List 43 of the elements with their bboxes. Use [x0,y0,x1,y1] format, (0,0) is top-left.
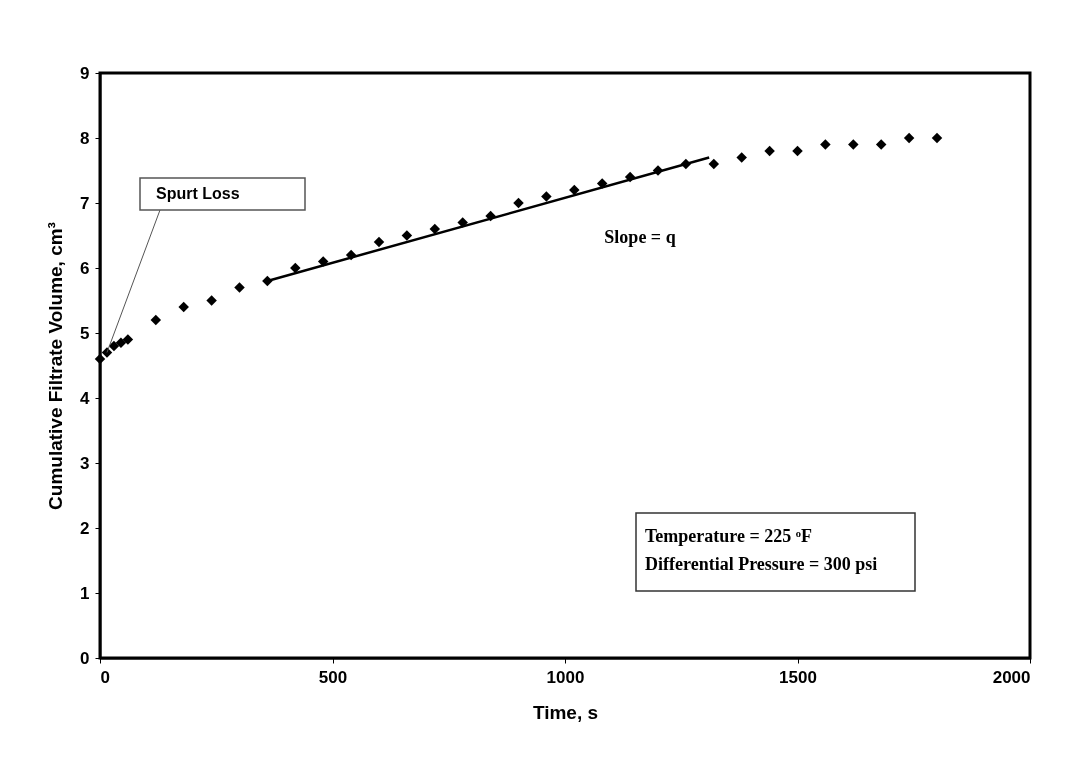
point [373,236,385,248]
y-tick-label: 5 [80,323,90,343]
y-tick-label: 2 [80,518,90,538]
x-tick-label: 500 [318,667,348,687]
x-tick-label: 1000 [546,667,585,687]
point [931,132,943,144]
x-tick-label: 2000 [992,667,1031,687]
point [903,132,915,144]
point [206,295,217,306]
annotation: Spurt Loss [156,185,240,202]
point [457,217,468,228]
point [150,314,162,326]
point [541,191,552,202]
point [429,223,441,235]
y-tick-label: 4 [80,388,91,408]
annotation: Differential Pressure = 300 psi [645,554,878,574]
y-tick-label: 8 [80,128,90,148]
point [875,139,887,150]
y-axis-title: Cumulative Filtrate Volume, cm³ [45,222,67,510]
x-tick-label: 1500 [779,667,817,687]
x-axis-title: Time, s [532,701,599,723]
point [764,145,775,157]
point [122,334,134,345]
point [848,139,859,150]
point [513,197,524,209]
point [736,152,747,163]
x-tick-label: 0 [100,667,110,687]
point [108,340,120,352]
y-tick-label: 9 [80,63,90,83]
point [234,282,245,293]
point [178,301,189,313]
y-tick-label: 0 [80,648,90,668]
y-tick-label: 1 [80,583,90,603]
annotation: Slope = q [604,227,676,247]
y-tick-label: 7 [80,193,90,213]
point [708,158,720,170]
point [792,145,803,157]
point [401,230,413,241]
point [115,337,127,348]
annotation: Temperature = 225 ᵒF [645,526,812,546]
y-tick-label: 3 [80,453,90,473]
y-tick-label: 6 [80,258,90,278]
point [820,139,831,150]
